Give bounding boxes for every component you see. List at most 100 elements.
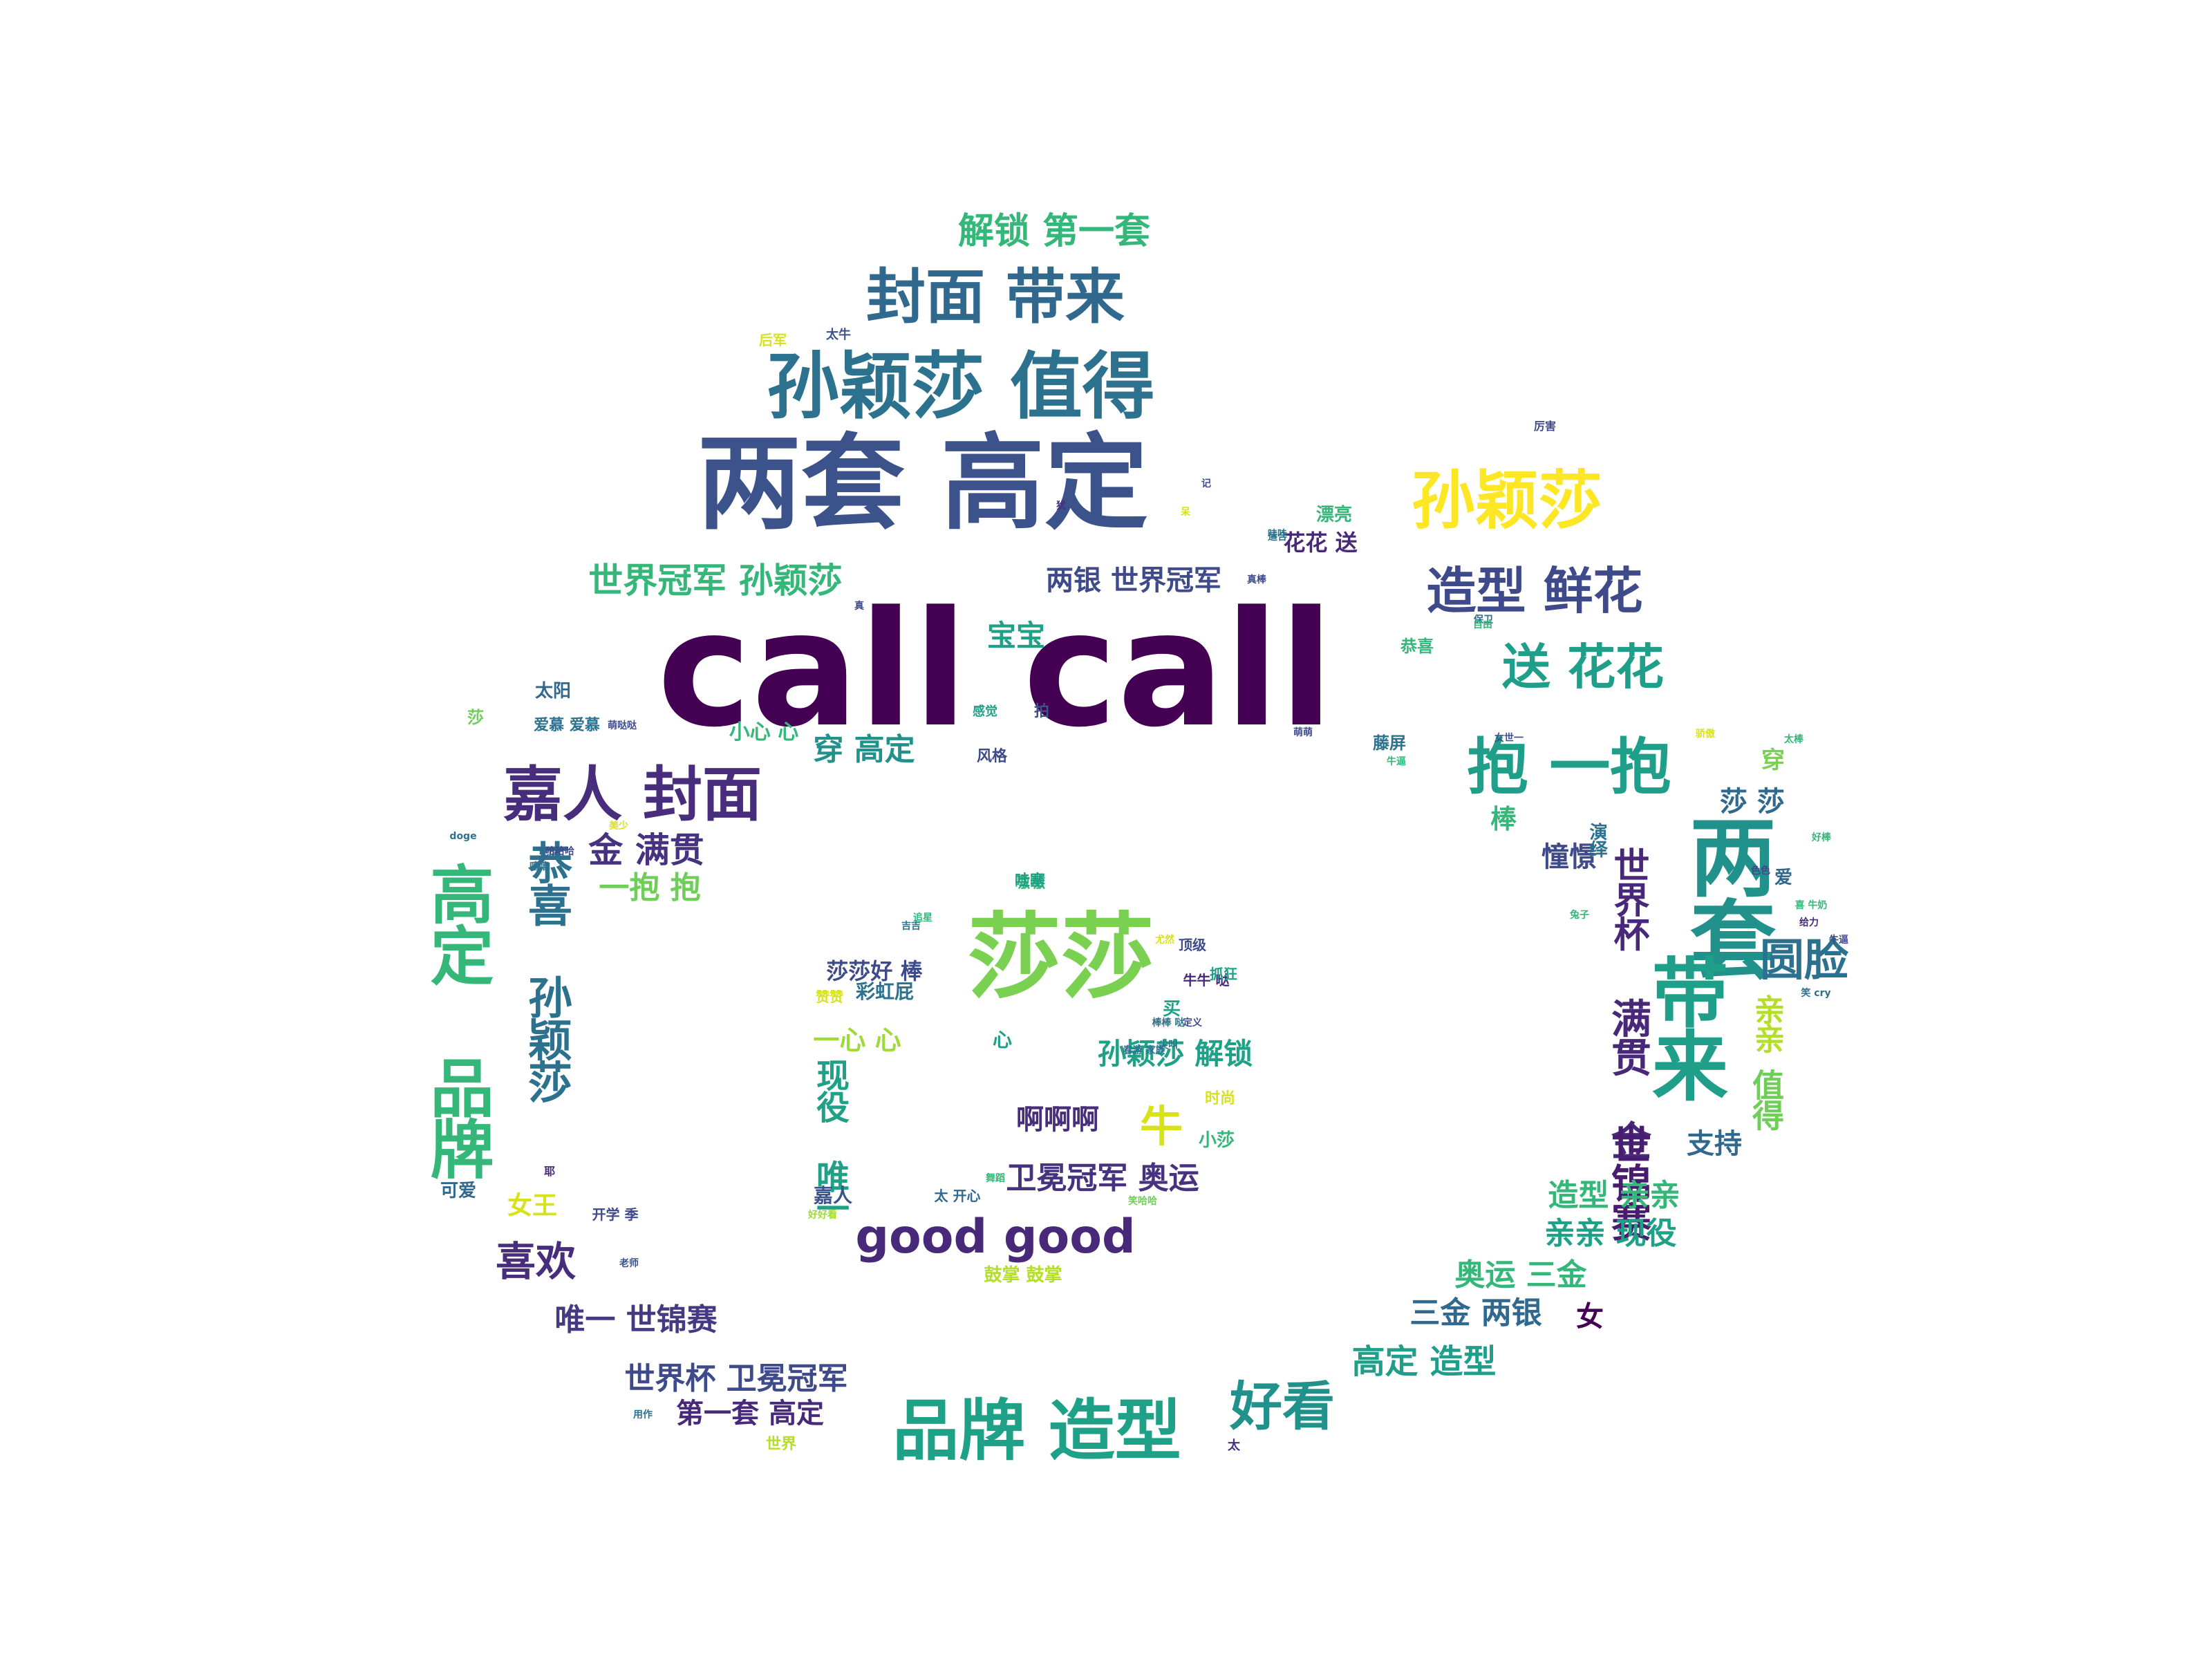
word-cloud-word: 值得 <box>1747 1068 1785 1130</box>
word-cloud-word: 世锦赛 <box>1604 1124 1651 1240</box>
word-cloud-word: 造型 鲜花 <box>1426 562 1643 620</box>
word-cloud-word: 卫冕冠军 奥运 <box>1006 1161 1199 1196</box>
word-cloud-word: 感觉 <box>973 704 997 719</box>
word-cloud-word: 莎 <box>467 708 484 727</box>
word-cloud-word: 呆 <box>1181 507 1190 518</box>
word-cloud-word: 宝宝 <box>986 619 1046 653</box>
word-cloud-word: 吃瓜 <box>539 847 559 858</box>
word-cloud-word: 风格 <box>976 748 1008 765</box>
word-cloud-word: 棒棒 哒 <box>1152 1018 1185 1029</box>
word-cloud-word: 时尚 <box>1204 1090 1236 1107</box>
word-cloud-word: 哈哈哈 <box>545 846 574 857</box>
word-cloud-word: 赞赞 <box>816 988 843 1005</box>
word-cloud-word: 世界冠军 孙颖莎 <box>588 561 843 601</box>
word-cloud-word: 喜欢 <box>495 1238 577 1285</box>
word-cloud-word: 哇哇 <box>1268 529 1287 540</box>
word-cloud-word: 太牛 <box>826 328 851 342</box>
word-cloud-word: 孙颖莎 <box>1411 464 1603 538</box>
word-cloud-word: 啊啊啊 <box>1016 1104 1099 1136</box>
word-cloud-word: 孙颖莎 值得 <box>767 344 1155 429</box>
word-cloud-word: 金 满贯 <box>588 830 704 870</box>
word-cloud-word: 爱慕 爱慕 <box>534 717 600 734</box>
word-cloud-word: 世界杯 卫冕冠军 <box>624 1361 848 1396</box>
word-cloud-word: 圆脸 <box>1760 935 1848 986</box>
word-cloud-word: 笑哈哈 <box>1128 1196 1157 1207</box>
word-cloud-word: 穿 <box>1761 747 1785 774</box>
word-cloud-word: 女世一 <box>1494 733 1524 744</box>
word-cloud-word: 嘉人 封面 <box>503 760 762 830</box>
word-cloud-word: 喜 牛奶 <box>1794 900 1828 911</box>
word-cloud-word: 一抱 抱 <box>599 870 701 906</box>
word-cloud-word: 萌萌 <box>1293 727 1313 738</box>
word-cloud-word: 美少 <box>609 821 628 832</box>
word-cloud-word: 送 花花 <box>1501 639 1665 695</box>
word-cloud-word: 春游 家族 <box>1123 1045 1165 1056</box>
word-cloud-word: 牛逼 <box>1387 756 1406 767</box>
word-cloud-word: good good <box>855 1210 1136 1264</box>
word-cloud-word: 嘉人 <box>813 1184 853 1207</box>
word-cloud-word: 可爱 <box>440 1181 477 1201</box>
word-cloud-word: 牛 <box>1139 1101 1183 1152</box>
word-cloud-word: 现役 唯一 <box>810 1058 849 1224</box>
word-cloud-word: 第一套 高定 <box>676 1398 824 1430</box>
word-cloud-word: 穿 高定 <box>813 732 915 767</box>
word-cloud-word: 太 <box>1228 1438 1240 1453</box>
word-cloud-word: 萌哒哒 <box>608 720 637 731</box>
word-cloud-word: 鼓掌 鼓掌 <box>984 1265 1062 1286</box>
word-cloud-word: 拍 <box>1033 703 1050 720</box>
word-cloud-word: 奥运 三金 <box>1454 1257 1587 1293</box>
word-cloud-word: 亲亲 <box>1749 993 1784 1053</box>
word-cloud-word: 封面 带来 <box>866 263 1125 332</box>
word-cloud-word: 满贯 金 <box>1604 997 1651 1159</box>
word-cloud-word: 尖叫 <box>1159 1040 1178 1051</box>
word-cloud-word: 抓狂 <box>1210 966 1237 982</box>
word-cloud-word: 太阳 <box>534 681 572 702</box>
word-cloud-word: 舞蹈 <box>986 1173 1005 1184</box>
word-cloud-word: 花花 送 <box>1283 529 1358 556</box>
word-cloud-word: 棒 <box>1490 804 1517 834</box>
word-cloud-word: 三金 两银 <box>1409 1295 1542 1331</box>
word-cloud-word: 憧憬 <box>1541 841 1597 873</box>
word-cloud-word: 尤然 <box>1155 935 1174 946</box>
word-cloud-word: 莎莎 <box>968 903 1154 1012</box>
word-cloud-word: 犹 <box>1056 500 1066 512</box>
word-cloud-word: 心 <box>992 1029 1013 1051</box>
word-cloud-word: 定义 <box>1183 1018 1202 1029</box>
word-cloud-word: 莎莎好 棒 <box>826 958 923 984</box>
word-cloud-word: 抱 一抱 <box>1467 731 1671 803</box>
word-cloud-word: 好看 <box>1230 1376 1335 1437</box>
word-cloud-word: 两套 高定 <box>697 424 1149 544</box>
word-cloud-word: 亲亲 现役 <box>1544 1216 1677 1251</box>
word-cloud-word: 牛逼 <box>1829 935 1848 946</box>
word-cloud-word: 高定 品牌 <box>420 861 494 1178</box>
word-cloud-word: 骄傲 <box>1696 729 1715 740</box>
word-cloud-word: 小莎 <box>1198 1130 1235 1151</box>
word-cloud-word: 唯一 世锦赛 <box>554 1302 718 1338</box>
word-cloud-word: 厉害 <box>1533 420 1557 433</box>
word-cloud-word: 品牌 造型 <box>892 1392 1181 1470</box>
word-cloud-word: 保卫 <box>1474 615 1493 626</box>
word-cloud-word: 藤屏 <box>1373 733 1406 753</box>
word-cloud-word: doge <box>449 831 477 842</box>
word-cloud-word: 老师 <box>619 1258 639 1269</box>
word-cloud-word: 两银 世界冠军 <box>1046 565 1221 597</box>
word-cloud-word: call call <box>657 578 1334 762</box>
word-cloud-word: 女 <box>1576 1301 1604 1333</box>
word-cloud-word: 孙颖莎 解锁 <box>1097 1037 1253 1071</box>
word-cloud-word: 太 开心 <box>934 1188 981 1204</box>
word-cloud-word: 世界杯 <box>1607 847 1649 950</box>
word-cloud-word: 给力 <box>1799 917 1819 928</box>
word-cloud-word: 适合 <box>1268 532 1287 543</box>
word-cloud-word: 色色 <box>1751 865 1770 877</box>
word-cloud-word: 用作 <box>633 1409 653 1421</box>
word-cloud-word: 真 <box>854 601 864 612</box>
word-cloud-word: 小心 心 <box>729 720 799 744</box>
word-cloud-word: 后军 <box>759 332 787 348</box>
word-cloud-word: 真棒 <box>1247 574 1266 585</box>
word-cloud-word: 带来 <box>1639 953 1727 1100</box>
word-cloud-word: 一心 心 <box>813 1025 901 1056</box>
word-cloud-word: 恭喜 孙颖莎 <box>521 840 572 1103</box>
word-cloud-word: 牛牛 哒 <box>1183 972 1230 988</box>
word-cloud-word: 女王 <box>507 1192 558 1220</box>
